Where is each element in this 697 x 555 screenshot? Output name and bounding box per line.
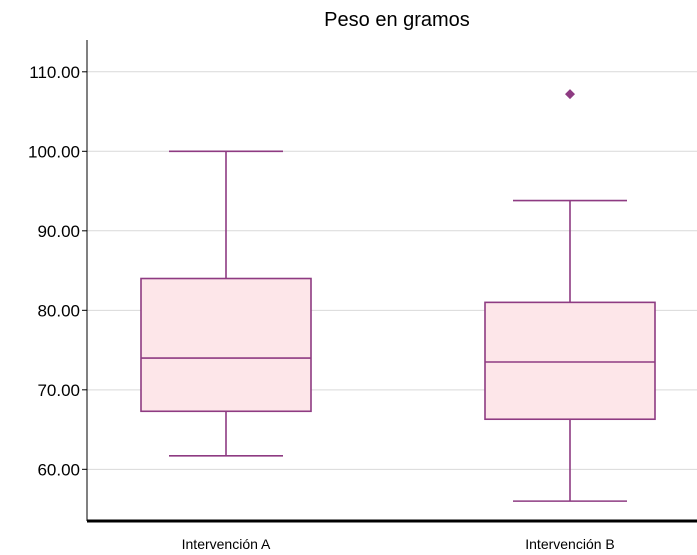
box-group	[484, 89, 656, 502]
box-group	[140, 150, 312, 457]
y-tick-label: 60.00	[37, 460, 80, 479]
box-iqr	[484, 301, 656, 421]
chart-title: Peso en gramos	[324, 9, 470, 31]
y-tick-label: 70.00	[37, 381, 80, 400]
y-axis-tick-labels: 60.00 70.00 80.00 90.00 100.00 110.00	[28, 63, 87, 479]
outlier-point	[565, 89, 575, 100]
y-tick-label: 80.00	[37, 301, 80, 320]
boxes	[140, 89, 656, 502]
y-tick-label: 100.00	[28, 142, 80, 161]
category-label: Intervención A	[182, 536, 271, 552]
x-axis-category-labels: Intervención A Intervención B	[182, 536, 615, 552]
box-iqr	[140, 277, 312, 413]
y-tick-label: 110.00	[29, 63, 80, 82]
category-label: Intervención B	[525, 536, 615, 552]
y-tick-label: 90.00	[37, 222, 80, 241]
